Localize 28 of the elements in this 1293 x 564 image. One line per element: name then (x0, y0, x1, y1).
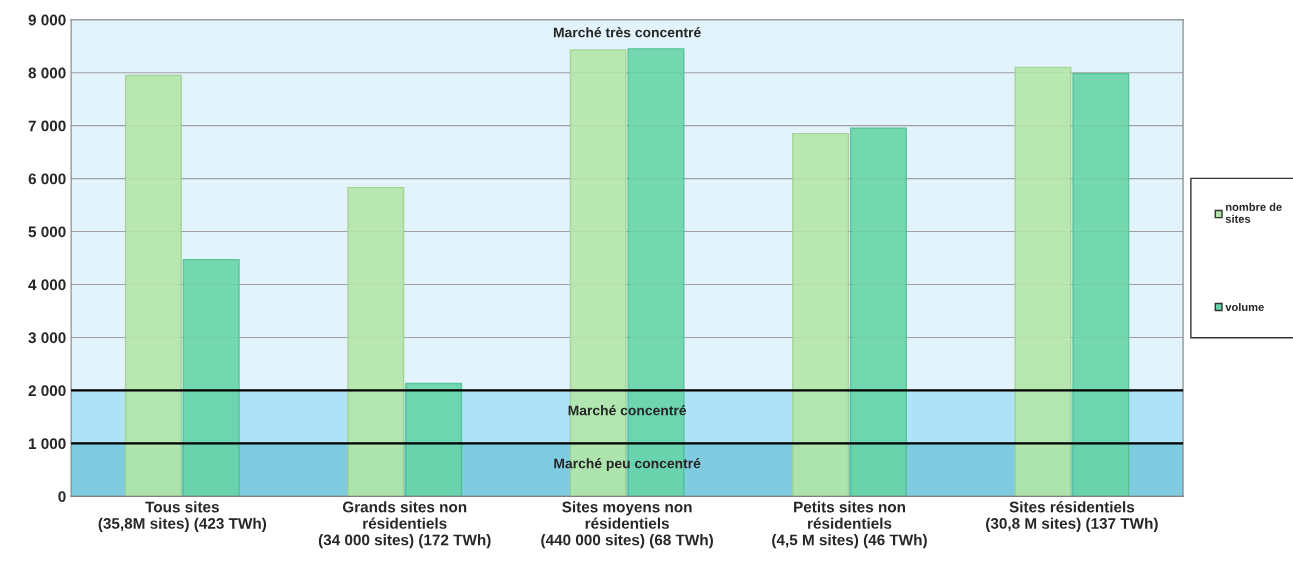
bar (792, 132, 850, 497)
legend-label: nombre de sites (1225, 202, 1282, 223)
bar (1014, 66, 1072, 497)
x-tick-label: Sites résidentiels (30,8 M sites) (137 TWh) (986, 501, 1158, 532)
x-tick-label: Sites moyens non résidentiels (440 000 sites) (68 TWh) (541, 501, 713, 549)
bar (849, 127, 907, 497)
y-tick-label: 0 (58, 491, 66, 503)
band-label: Marché très concentré (553, 27, 701, 38)
bar (347, 186, 405, 497)
y-tick-label: 4 000 (28, 279, 66, 291)
x-tick-label: Tous sites (35,8M sites) (423 TWh) (98, 501, 267, 532)
legend-label: volume (1225, 302, 1264, 312)
bar (182, 258, 240, 497)
y-tick-label: 5 000 (28, 226, 66, 238)
y-tick-label: 6 000 (28, 173, 66, 185)
bar (405, 382, 463, 497)
y-tick-label: 7 000 (28, 120, 66, 132)
y-tick-label: 9 000 (28, 14, 66, 26)
x-tick-label: Petits sites non résidentiels (4,5 M sites) (46 TWh) (772, 501, 927, 549)
band-label: Marché peu concentré (554, 458, 701, 472)
bar (124, 74, 182, 497)
band-label: Marché concentré (568, 405, 687, 416)
y-tick-label: 8 000 (28, 67, 66, 79)
y-tick-label: 2 000 (28, 385, 66, 397)
x-tick-label: Grands sites non résidentiels (34 000 sites) (172 TWh) (318, 501, 491, 549)
y-tick-label: 1 000 (28, 438, 66, 450)
bar (1072, 73, 1130, 497)
y-tick-label: 3 000 (28, 332, 66, 344)
